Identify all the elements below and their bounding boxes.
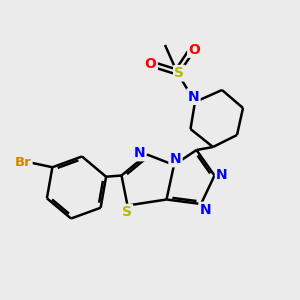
- Text: O: O: [188, 43, 200, 56]
- Text: N: N: [200, 203, 211, 217]
- Text: N: N: [188, 90, 199, 104]
- Text: O: O: [145, 58, 157, 71]
- Text: S: S: [122, 205, 132, 219]
- Text: Br: Br: [15, 156, 31, 169]
- Text: S: S: [174, 66, 184, 80]
- Text: N: N: [134, 146, 145, 160]
- Text: N: N: [216, 168, 228, 182]
- Text: N: N: [170, 152, 181, 166]
